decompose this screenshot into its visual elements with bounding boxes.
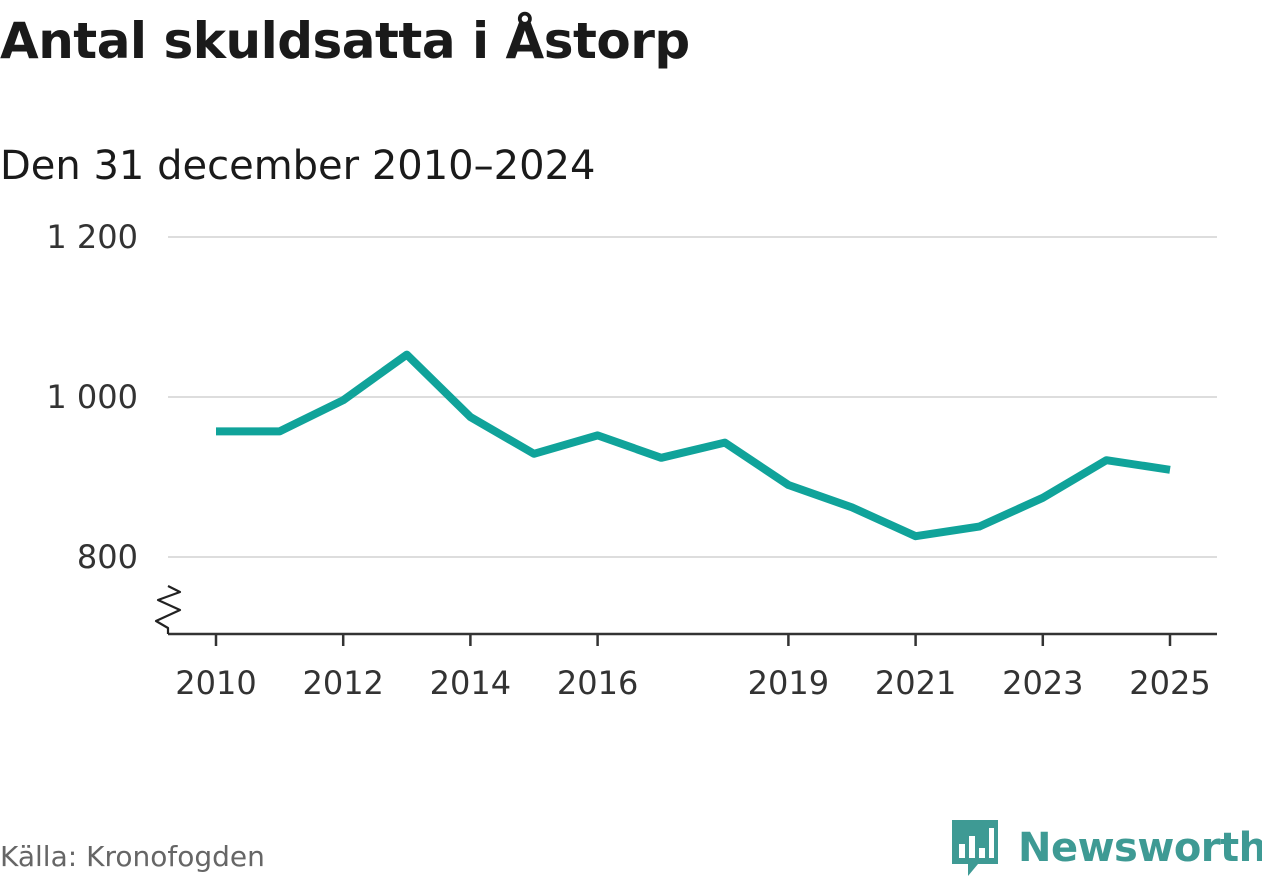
x-axis-ticks: 2010 2012 2014 2016 2019 2021 2023 2025 (175, 634, 1211, 702)
chart-subtitle: Den 31 december 2010–2024 (0, 143, 596, 189)
chart-title: Antal skuldsatta i Åstorp (0, 12, 690, 70)
x-tick-label-2014: 2014 (430, 664, 511, 702)
data-point-2020 (848, 503, 856, 511)
brand-logo: Newsworthy (950, 818, 1262, 878)
data-point-2010 (212, 427, 220, 435)
x-tick-label-2016: 2016 (557, 664, 638, 702)
gridlines (168, 236, 1217, 558)
y-axis-break-icon (154, 585, 182, 634)
data-point-2024 (1102, 456, 1110, 464)
bar-chart-speech-bubble-icon (952, 820, 998, 876)
data-point-2025 (1166, 466, 1174, 474)
x-tick-label-2010: 2010 (175, 664, 256, 702)
x-tick-label-2023: 2023 (1002, 664, 1083, 702)
x-tick-label-2012: 2012 (302, 664, 383, 702)
data-point-2017 (657, 454, 665, 462)
brand-name: Newsworthy (1018, 825, 1262, 871)
y-tick-label-1000: 1 000 (46, 378, 138, 416)
source-note: Källa: Kronofogden (0, 840, 265, 873)
series-group (212, 350, 1174, 541)
x-tick-label-2019: 2019 (748, 664, 829, 702)
y-tick-label-1200: 1 200 (46, 218, 138, 256)
y-tick-label-800: 800 (77, 538, 138, 576)
y-axis-ticks: 800 1 000 1 200 (46, 218, 138, 576)
series-line (216, 350, 1171, 541)
data-point-2015 (530, 450, 538, 458)
x-axis (154, 585, 1217, 636)
data-point-2019 (784, 481, 792, 489)
data-point-2011 (276, 427, 284, 435)
x-tick-label-2021: 2021 (875, 664, 956, 702)
data-point-2016 (594, 431, 602, 439)
x-tick-label-2025: 2025 (1129, 664, 1210, 702)
data-point-2018 (721, 439, 729, 447)
data-point-2023 (1039, 494, 1047, 502)
data-point-2012 (339, 396, 347, 404)
data-point-2022 (975, 523, 983, 531)
data-point-2013 (403, 351, 411, 359)
data-point-2021 (912, 532, 920, 540)
data-point-2014 (466, 413, 474, 421)
